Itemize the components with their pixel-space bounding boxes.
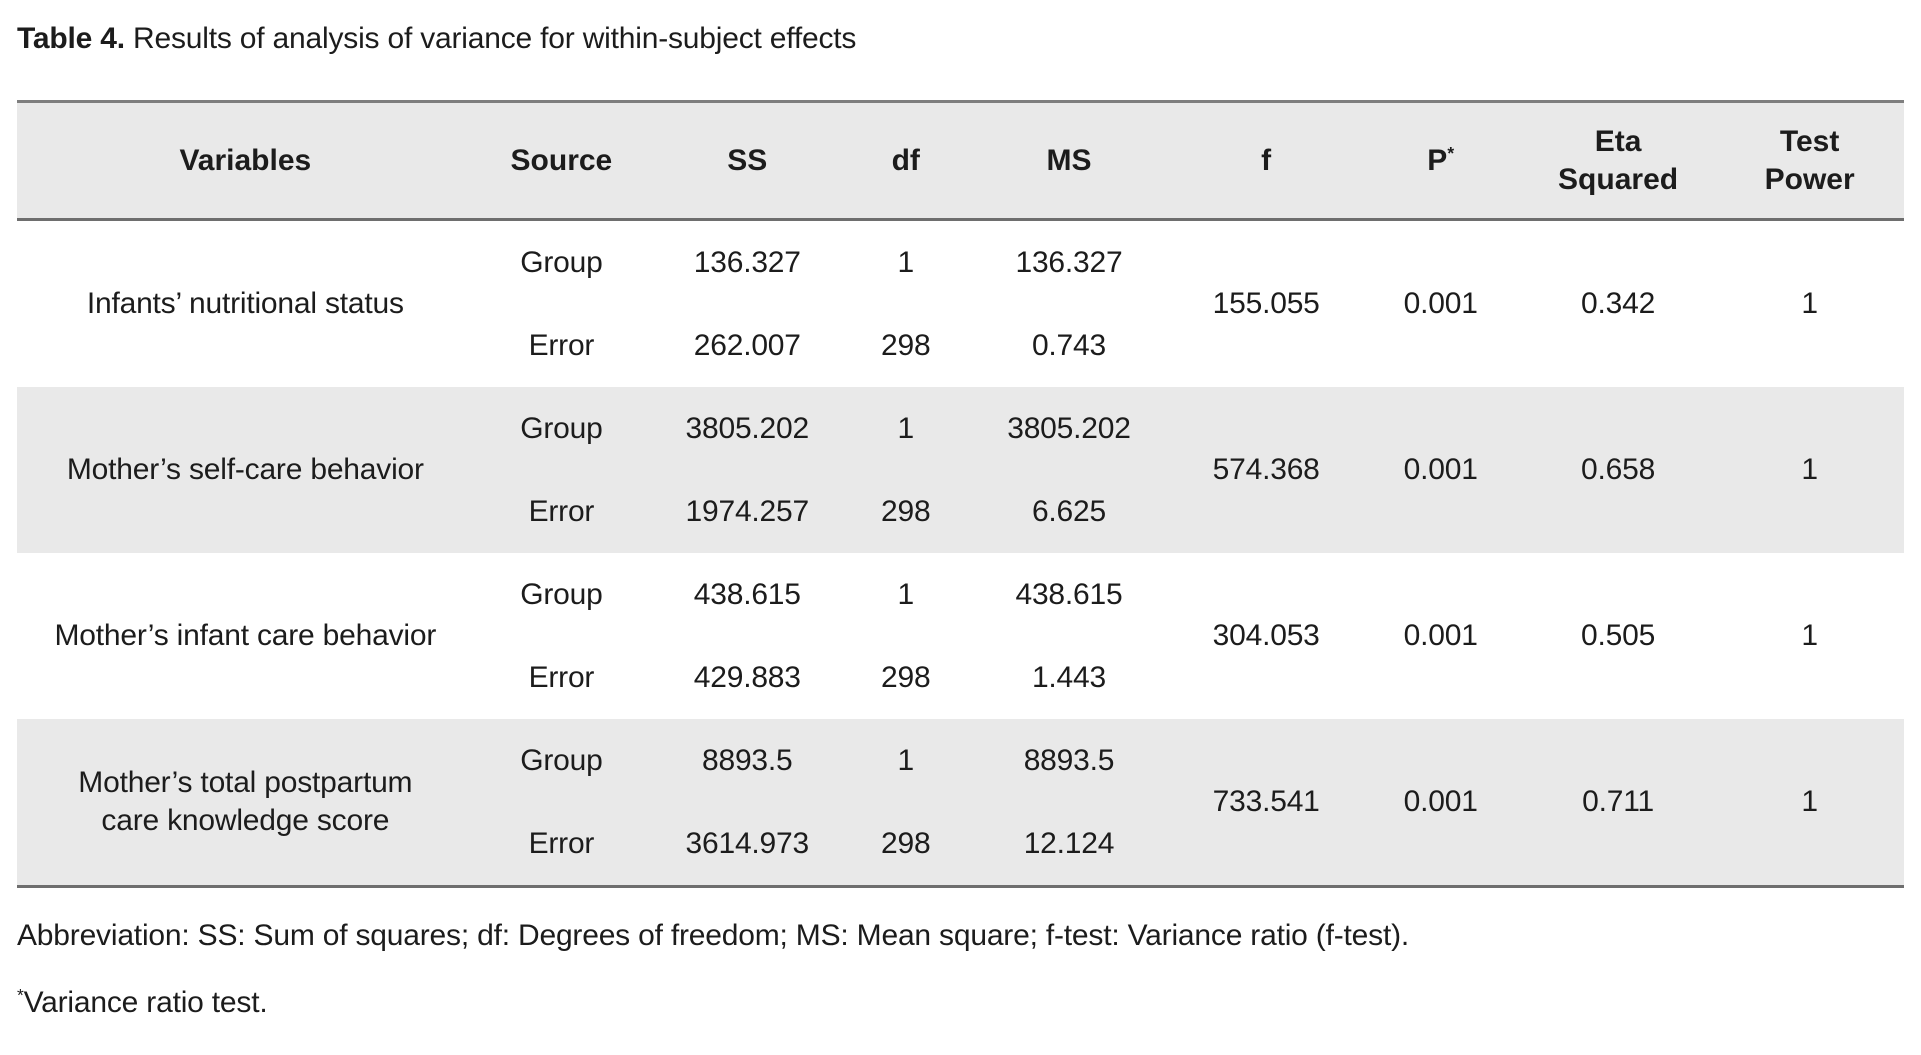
ms-cell: 12.124 <box>966 802 1172 887</box>
test-power-cell: 1 <box>1801 287 1818 320</box>
source-cell: Error <box>528 660 595 694</box>
source-cell: Error <box>473 802 650 887</box>
table-title-text: Results of analysis of variance for with… <box>133 22 857 55</box>
column-header-df: df <box>891 143 920 177</box>
f-cell: 733.541 <box>1171 719 1361 887</box>
df-cell: 1 <box>897 245 915 279</box>
column-header-f: f <box>1261 143 1272 177</box>
ms-cell: 438.615 <box>1015 577 1123 611</box>
p-cell: 0.001 <box>1403 619 1478 652</box>
source-cell: Error <box>473 470 650 553</box>
eta-squared-cell: 0.658 <box>1520 387 1716 553</box>
p-cell: 0.001 <box>1360 719 1521 887</box>
df-cell: 1 <box>897 577 915 611</box>
eta-squared-cell: 0.342 <box>1581 287 1656 320</box>
test-power-cell: 1 <box>1715 719 1904 887</box>
test-power-cell: 1 <box>1715 387 1904 553</box>
ss-cell: 3805.202 <box>649 387 846 470</box>
ss-cell: 3614.973 <box>649 802 846 887</box>
eta-squared-cell: 0.505 <box>1581 619 1656 652</box>
variable-name: Mother’s infant care behavior <box>54 619 437 652</box>
p-cell: 0.001 <box>1403 287 1478 320</box>
source-cell: Error <box>528 328 595 362</box>
footnote-asterisk: * <box>17 985 24 1005</box>
ss-cell: 438.615 <box>693 577 801 611</box>
df-cell: 298 <box>845 470 967 553</box>
f-cell: 155.055 <box>1212 287 1320 320</box>
source-cell: Group <box>520 245 603 279</box>
df-cell: 1 <box>845 719 967 802</box>
f-cell: 574.368 <box>1171 387 1361 553</box>
ss-cell: 136.327 <box>693 245 801 279</box>
variable-cell: Infants’ nutritional status <box>17 220 474 388</box>
ms-cell: 6.625 <box>966 470 1172 553</box>
column-header-variables: Variables <box>179 143 312 177</box>
eta-squared-cell: 0.711 <box>1520 719 1716 887</box>
table-row: Mother’s self-care behavior Group 3805.202… <box>17 387 1904 553</box>
ss-cell: 8893.5 <box>649 719 846 802</box>
table-title: Table 4. Results of analysis of variance… <box>17 20 1904 58</box>
variable-name: Mother’s self-care behavior <box>66 453 424 486</box>
table-row: Error 3614.973 298 12.124 <box>17 802 1904 887</box>
table-row: Error 429.883 298 1.443 <box>17 636 1904 719</box>
ms-cell: 136.327 <box>1015 245 1123 279</box>
column-header-p: P* <box>1427 142 1455 177</box>
variable-cell: Mother’s total postpartum care knowledge … <box>17 719 474 887</box>
p-cell: 0.001 <box>1360 387 1521 553</box>
test-power-cell: 1 <box>1801 619 1818 652</box>
column-header-p-superscript: * <box>1447 142 1455 163</box>
table-row: Mother’s infant care behavior Group 438.61… <box>17 553 1904 653</box>
ms-cell: 0.743 <box>1031 328 1107 362</box>
source-cell: Group <box>520 577 603 611</box>
ss-cell: 1974.257 <box>649 470 846 553</box>
ms-cell: 8893.5 <box>966 719 1172 802</box>
df-cell: 298 <box>881 328 931 362</box>
table-row: Error 262.007 298 0.743 <box>17 304 1904 387</box>
source-cell: Group <box>473 387 650 470</box>
ms-cell: 1.443 <box>1031 660 1107 694</box>
table-row: Error 1974.257 298 6.625 <box>17 470 1904 553</box>
variable-name: Mother’s total postpartum care knowledge … <box>78 766 413 837</box>
column-header-test-power: Test Power <box>1764 124 1855 196</box>
footnote-abbreviation: Abbreviation: SS: Sum of squares; df: De… <box>17 919 1409 952</box>
column-header-source: Source <box>510 143 613 177</box>
column-header-ss: SS <box>727 143 768 177</box>
table-header-row: Variables Source SS df MS f P* Eta Squared Test Po… <box>17 101 1904 220</box>
df-cell: 298 <box>845 802 967 887</box>
table-header: Variables Source SS df MS f P* Eta Squared Test Po… <box>17 101 1904 220</box>
ss-cell: 429.883 <box>693 660 801 694</box>
footnote-variance-ratio-text: Variance ratio test. <box>23 986 268 1019</box>
anova-table: Variables Source SS df MS f P* Eta Squared Test Po… <box>17 100 1904 888</box>
ms-cell: 3805.202 <box>966 387 1172 470</box>
df-cell: 298 <box>881 660 931 694</box>
table-row: Infants’ nutritional status Group 136.327 1… <box>17 220 1904 321</box>
column-header-ms: MS <box>1046 143 1092 177</box>
table-body: Infants’ nutritional status Group 136.327 1… <box>17 220 1904 887</box>
df-cell: 1 <box>845 387 967 470</box>
f-cell: 304.053 <box>1212 619 1320 652</box>
variable-name: Infants’ nutritional status <box>86 287 404 320</box>
ss-cell: 262.007 <box>693 328 801 362</box>
column-header-eta-squared: Eta Squared <box>1558 124 1679 196</box>
table-row: Mother’s total postpartum care knowledge … <box>17 719 1904 887</box>
source-cell: Group <box>473 719 650 802</box>
variable-cell: Mother’s infant care behavior <box>17 553 474 719</box>
variable-cell: Mother’s self-care behavior <box>17 387 474 553</box>
footnote-variance-ratio: *Variance ratio test. <box>17 985 1904 1021</box>
table-title-label: Table 4. <box>17 22 125 55</box>
